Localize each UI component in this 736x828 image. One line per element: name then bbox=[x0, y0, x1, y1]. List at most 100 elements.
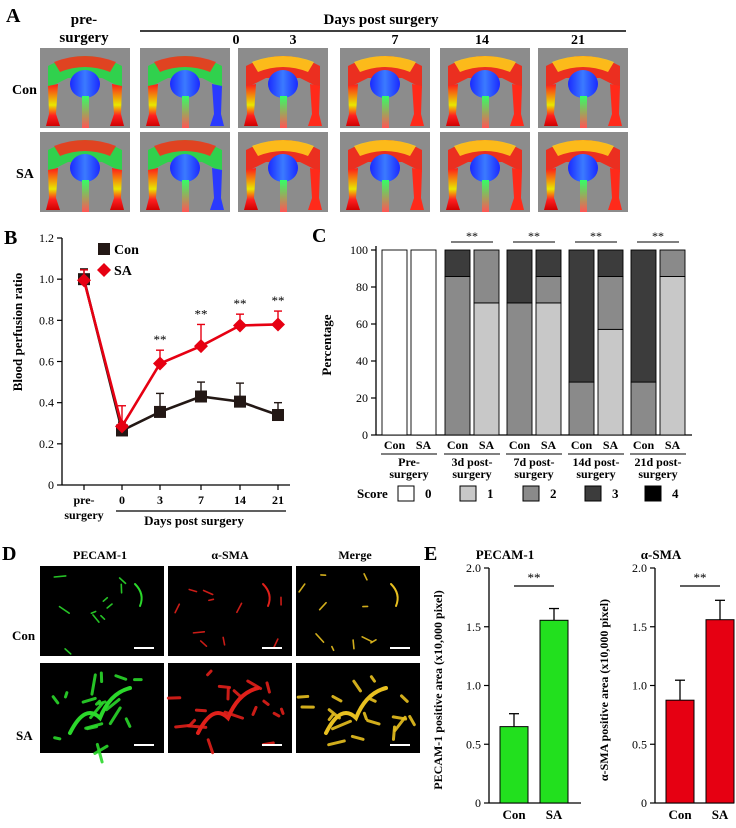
perfusion-image-sa-4 bbox=[440, 132, 530, 212]
c-bar-segment-score-2 bbox=[444, 276, 471, 436]
micro-signal bbox=[315, 633, 325, 643]
body-region bbox=[268, 154, 298, 182]
micro-signal bbox=[236, 602, 243, 614]
b-legend-sa-label: SA bbox=[114, 264, 133, 279]
left-leg bbox=[46, 84, 60, 126]
perfusion-image-con-5 bbox=[538, 48, 628, 128]
day-label-21: 21 bbox=[571, 33, 585, 48]
e2-ytick-label: 1.0 bbox=[632, 679, 647, 693]
e2-bar-con bbox=[665, 699, 695, 804]
tail-region bbox=[482, 96, 489, 128]
left-leg bbox=[244, 168, 258, 210]
c-bar-label: SA bbox=[479, 438, 495, 452]
b-point-SA bbox=[194, 339, 208, 354]
c-ytick-label: 80 bbox=[356, 280, 368, 294]
b-point-SA bbox=[153, 356, 167, 371]
e2-xtick-label: SA bbox=[712, 807, 729, 822]
c-group-label-line2: surgery bbox=[452, 467, 491, 481]
c-ytick-label: 40 bbox=[356, 354, 368, 368]
e2-ytick-label: 1.5 bbox=[632, 620, 647, 634]
micro-signal bbox=[391, 715, 408, 721]
micro-signal bbox=[106, 603, 113, 609]
micro-signal bbox=[93, 744, 109, 755]
b-ytick-label: 0.8 bbox=[39, 313, 54, 327]
c-bar-segment-score-2 bbox=[506, 302, 533, 436]
c-bar-segment-score-1 bbox=[535, 302, 562, 436]
micro-signal bbox=[368, 697, 377, 703]
c-bar-label: SA bbox=[541, 438, 557, 452]
e2-ylabel: α-SMA positive area (x10,000 pixel) bbox=[597, 599, 611, 781]
left-leg bbox=[346, 168, 360, 210]
e1-title: PECAM-1 bbox=[476, 547, 535, 562]
e1-xtick-label: Con bbox=[502, 807, 526, 822]
panel-a: pre- surgery Days post surgery 0 3 7 14 21 C… bbox=[12, 12, 628, 212]
c-legend-label-2: 2 bbox=[550, 486, 557, 501]
perfusion-image-con-1 bbox=[140, 48, 230, 128]
micro-signal bbox=[298, 583, 306, 593]
c-bar-segment-score-3 bbox=[597, 249, 624, 277]
micro-signal bbox=[53, 736, 62, 741]
b-xtick-label: 7 bbox=[198, 493, 204, 507]
tail-region bbox=[182, 180, 189, 212]
c-group-label-line2: surgery bbox=[576, 467, 615, 481]
c-group-label-line1: Pre- bbox=[398, 455, 420, 469]
c-bar-label: Con bbox=[384, 438, 406, 452]
micro-signal bbox=[84, 722, 104, 730]
micro-signal bbox=[408, 715, 416, 727]
panel-d-microscopy: PECAM-1 α-SMA Merge Con SA bbox=[12, 548, 420, 764]
micro-signal bbox=[194, 708, 207, 713]
b-xtick-label: 0 bbox=[119, 493, 125, 507]
perfusion-image-sa-1 bbox=[140, 132, 230, 212]
micro-signal bbox=[369, 675, 377, 683]
right-leg bbox=[410, 84, 424, 126]
b-annotation: ** bbox=[154, 332, 167, 347]
micro-signal bbox=[58, 605, 70, 614]
body-region bbox=[568, 154, 598, 182]
left-leg bbox=[346, 84, 360, 126]
perfusion-image-con-3 bbox=[340, 48, 430, 128]
micro-signal bbox=[327, 739, 346, 747]
b-axes: 0 0.2 0.4 0.6 0.8 1.0 1.2 pre-surgery 0 3 7 14 21 bbox=[39, 231, 290, 522]
panel-label-c: C bbox=[312, 225, 326, 247]
c-bar-label: SA bbox=[416, 438, 432, 452]
hind-highlight bbox=[454, 56, 516, 72]
micro-vessel bbox=[390, 583, 399, 607]
e2-bar-sa bbox=[705, 619, 735, 804]
hind-highlight bbox=[252, 140, 314, 156]
right-leg bbox=[308, 84, 322, 126]
c-legend-label-4: 4 bbox=[672, 486, 679, 501]
c-bar-segment-score-0 bbox=[410, 249, 437, 436]
e1-ytick-label: 2.0 bbox=[466, 561, 481, 575]
c-bar-label: Con bbox=[633, 438, 655, 452]
e1-sig-label: ** bbox=[528, 570, 541, 585]
micro-vessel bbox=[68, 686, 132, 735]
b-point-Con bbox=[234, 395, 246, 408]
left-leg bbox=[446, 84, 460, 126]
c-bar-segment-score-2 bbox=[597, 276, 624, 330]
c-bar-segment-score-3 bbox=[506, 249, 533, 304]
micro-signal bbox=[81, 696, 97, 704]
c-ytick-label: 20 bbox=[356, 391, 368, 405]
row-label-con: Con bbox=[12, 83, 37, 98]
hind-highlight bbox=[54, 56, 116, 72]
c-legend-label-1: 1 bbox=[487, 486, 494, 501]
micro-signal bbox=[95, 742, 104, 764]
e2-ytick-label: 2.0 bbox=[632, 561, 647, 575]
hind-highlight bbox=[552, 140, 614, 156]
micro-signal bbox=[327, 713, 335, 722]
hind-highlight bbox=[252, 56, 314, 72]
micro-images bbox=[40, 566, 420, 764]
body-region bbox=[370, 70, 400, 98]
micro-vessel bbox=[196, 686, 260, 735]
c-bar-segment-score-2 bbox=[630, 381, 657, 436]
body-region bbox=[70, 154, 100, 182]
c-bar-label: Con bbox=[509, 438, 531, 452]
e2-title: α-SMA bbox=[641, 547, 682, 562]
day-label-7: 7 bbox=[392, 33, 399, 48]
day-label-3: 3 bbox=[290, 33, 297, 48]
b-ytick-label: 0 bbox=[48, 478, 54, 492]
hind-highlight bbox=[154, 140, 216, 156]
tail-region bbox=[382, 180, 389, 212]
d-col-asma: α-SMA bbox=[211, 548, 249, 562]
